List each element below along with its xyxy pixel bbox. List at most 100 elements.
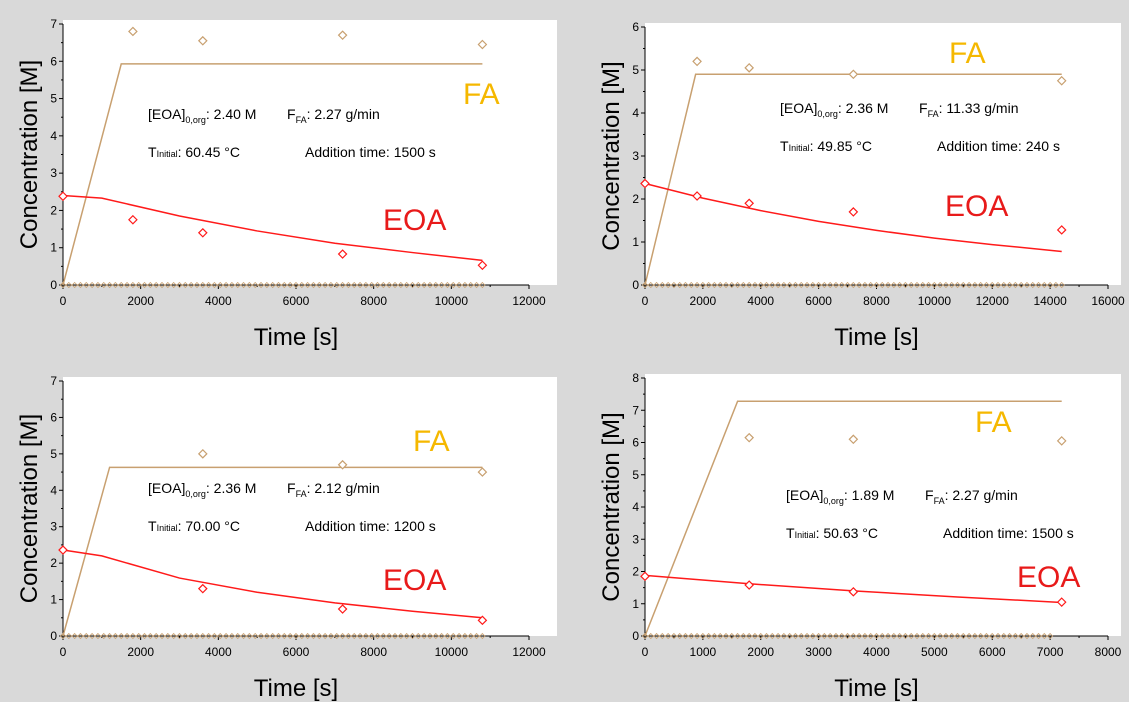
baseline-marker <box>467 281 474 289</box>
baseline-marker <box>913 632 921 640</box>
baseline-marker <box>867 632 874 640</box>
baseline-marker <box>479 281 486 289</box>
eoa-data-point <box>197 227 208 238</box>
fa-data-point <box>744 63 755 73</box>
eoa-data-point <box>848 207 859 217</box>
eoa-data-point <box>1056 597 1067 607</box>
baseline-marker <box>298 632 305 640</box>
baseline-marker <box>164 281 171 289</box>
baseline-marker <box>983 632 990 640</box>
baseline-marker <box>821 281 828 289</box>
x-tick-label: 0 <box>60 645 67 659</box>
baseline-marker <box>374 632 381 640</box>
fa-data-point <box>744 432 755 443</box>
baseline-marker <box>971 632 978 640</box>
baseline-marker <box>647 281 654 289</box>
baseline-marker <box>844 281 851 289</box>
fa-series-label: FA <box>463 78 500 111</box>
y-tick-label: 0 <box>632 629 639 643</box>
baseline-marker <box>409 632 416 640</box>
eoa-data-point <box>337 249 348 259</box>
x-tick-label: 8000 <box>360 645 387 659</box>
parameter-annotation: [EOA]0,org: 2.40 M FFA: 2.27 g/min TInitia… <box>148 106 436 160</box>
x-tick-label: 8000 <box>360 294 387 308</box>
baseline-marker <box>403 281 410 289</box>
baseline-marker <box>856 632 863 640</box>
x-axis-label: Time [s] <box>834 324 918 351</box>
x-axis-label: Time [s] <box>834 675 918 702</box>
baseline-marker <box>89 632 96 640</box>
eoa-data-point <box>337 604 348 614</box>
x-tick-label: 2000 <box>127 294 154 308</box>
baseline-marker <box>641 281 649 289</box>
baseline-marker <box>682 632 689 640</box>
baseline-marker <box>112 281 119 289</box>
y-axis-label: Concentration [M] <box>598 412 625 601</box>
baseline-marker <box>205 281 212 289</box>
baseline-marker <box>989 281 996 289</box>
fa-feed-rate-text: FFA: 2.12 g/min <box>287 480 380 499</box>
baseline-marker <box>112 632 119 640</box>
eoa-initial-text: [EOA]0,org: 1.89 M <box>786 487 894 506</box>
baseline-marker <box>257 632 265 640</box>
eoa-data-point <box>58 191 68 202</box>
x-tick-label: 4000 <box>205 645 232 659</box>
chart-panel-top-right: 0 1 2 3 4 5 6 0 2000 4000 6000 8000 10000 12000 14000 1… <box>598 20 1125 351</box>
baseline-marker <box>746 632 753 640</box>
y-tick-label: 5 <box>632 63 639 77</box>
baseline-marker <box>415 281 422 289</box>
y-tick-label: 2 <box>50 556 57 570</box>
y-tick-label: 0 <box>50 278 57 292</box>
baseline-marker <box>170 281 177 289</box>
baseline-marker <box>275 632 282 640</box>
baseline-marker <box>694 281 701 289</box>
baseline-marker <box>176 281 183 289</box>
x-tick-label: 0 <box>60 294 67 308</box>
eoa-series-label: EOA <box>1017 561 1080 594</box>
eoa-model-line <box>644 182 1062 253</box>
x-tick-label: 14000 <box>1033 294 1067 308</box>
baseline-marker <box>386 281 393 289</box>
baseline-marker <box>252 632 259 640</box>
baseline-marker <box>832 281 840 289</box>
baseline-marker <box>461 281 468 289</box>
baseline-marker <box>827 632 834 640</box>
fa-series-label: FA <box>949 37 986 70</box>
y-tick-label: 3 <box>632 532 639 546</box>
x-tick-label: 8000 <box>863 294 890 308</box>
baseline-marker <box>473 281 480 289</box>
baseline-marker <box>809 281 816 289</box>
y-tick-label: 7 <box>50 17 57 31</box>
baseline-marker <box>182 632 189 640</box>
baseline-marker <box>118 632 125 640</box>
y-axis-label: Concentration [M] <box>16 414 43 603</box>
baseline-marker <box>141 281 148 289</box>
baseline-marker <box>147 632 154 640</box>
baseline-marker <box>931 281 938 289</box>
baseline-marker <box>351 632 358 640</box>
y-tick-label: 4 <box>632 500 639 514</box>
baseline-marker <box>1018 281 1025 289</box>
baseline-marker <box>722 281 730 289</box>
baseline-marker <box>281 632 288 640</box>
baseline-marker <box>994 632 1002 640</box>
baseline-marker <box>397 632 404 640</box>
baseline-marker <box>809 632 816 640</box>
x-tick-label: 0 <box>642 294 649 308</box>
baseline-marker <box>432 281 439 289</box>
baseline-marker <box>844 632 851 640</box>
baseline-marker <box>292 281 300 289</box>
baseline-marker <box>94 632 102 640</box>
baseline-marker <box>861 632 868 640</box>
baseline-marker <box>234 632 241 640</box>
baseline-marker <box>780 632 787 640</box>
baseline-marker <box>77 632 84 640</box>
baseline-marker <box>368 632 375 640</box>
y-tick-label: 0 <box>632 278 639 292</box>
y-tick-label: 2 <box>632 192 639 206</box>
baseline-marker <box>722 632 730 640</box>
baseline-marker <box>705 632 712 640</box>
baseline-marker <box>1018 632 1025 640</box>
baseline-marker <box>164 632 171 640</box>
parameter-annotation: [EOA]0,org: 1.89 M FFA: 2.27 g/min TInitia… <box>786 487 1074 541</box>
